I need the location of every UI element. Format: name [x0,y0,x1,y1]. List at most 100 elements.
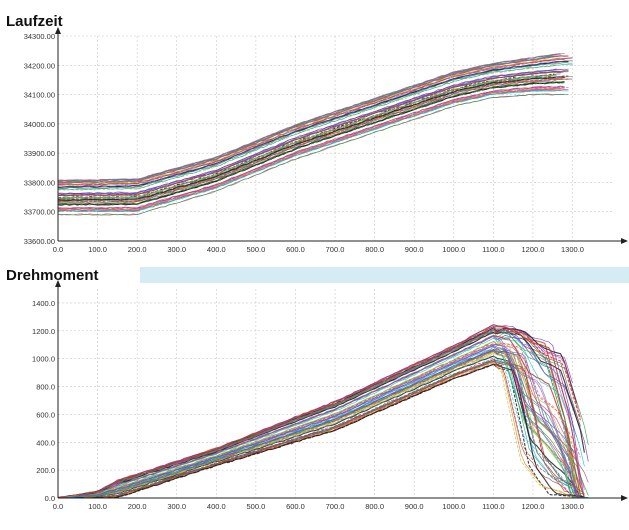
laufzeit-y-tick-label: 34300.00 [24,32,55,41]
drehmoment-y-tick-label: 200.0 [36,466,55,475]
laufzeit-y-tick-label: 34200.00 [24,61,55,70]
laufzeit-x-tick-labels: 0.0 100.0 200.0 300.0 400.0 500.0 600.0 700.0 80… [53,245,584,254]
drehmoment-y-tick-label: 400.0 [36,438,55,447]
drehmoment-trace-line [57,325,585,499]
laufzeit-trace-line [58,57,561,185]
laufzeit-trace-line [57,73,557,199]
drehmoment-x-tick-label: 1200.0 [521,502,544,511]
drehmoment-trace-line [57,337,585,499]
laufzeit-trace-line [58,87,561,211]
laufzeit-x-tick-label: 1100.0 [482,245,504,254]
drehmoment-trace-line [58,349,577,499]
laufzeit-x-tick-label: 900.0 [405,245,424,254]
laufzeit-x-tick-label: 700.0 [326,245,345,254]
drehmoment-x-tick-label: 900.0 [405,502,424,511]
drehmoment-trace-line [57,354,593,499]
laufzeit-trace-line [57,63,573,191]
drehmoment-y-tick-labels: 0.0 200.0 400.0 600.0 800.0 1000.0 1200.0 1400.… [32,299,55,503]
drehmoment-trace-line [58,341,585,499]
drehmoment-x-tick-label: 0.0 [53,502,63,511]
drehmoment-y-tick-label: 1000.0 [32,355,55,364]
laufzeit-trace-line [57,81,557,205]
laufzeit-trace-line [57,55,557,183]
laufzeit-x-tick-label: 0.0 [53,245,63,254]
laufzeit-y-tick-label: 33600.00 [24,237,55,246]
laufzeit-x-tick-label: 1300.0 [561,245,584,254]
laufzeit-chart-title: Laufzeit [6,13,63,30]
laufzeit-trace-line [57,78,557,203]
drehmoment-trace-line [57,363,585,499]
drehmoment-x-axis-arrow-icon [621,495,628,501]
laufzeit-trace-line [57,55,561,184]
drehmoment-y-tick-label: 600.0 [36,410,55,419]
laufzeit-y-tick-label: 33800.00 [24,178,55,187]
laufzeit-x-axis-arrow-icon [621,238,628,244]
laufzeit-axes [55,27,628,244]
drehmoment-trace-line [58,344,589,499]
laufzeit-y-tick-labels: 33600.00 33700.00 33800.00 33900.00 34000.00… [24,32,55,246]
drehmoment-x-tick-label: 200.0 [128,502,147,511]
drehmoment-x-tick-label: 500.0 [246,502,265,511]
laufzeit-trace-line [57,85,565,209]
drehmoment-x-tick-label: 700.0 [326,502,345,511]
drehmoment-chart-title: Drehmoment [6,267,99,284]
laufzeit-x-tick-label: 400.0 [207,245,226,254]
drehmoment-y-tick-label: 1200.0 [32,327,55,336]
drehmoment-y-tick-label: 800.0 [36,383,55,392]
drehmoment-y-axis-arrow-icon [55,280,61,287]
title-band [140,267,629,283]
laufzeit-x-tick-label: 1200.0 [521,245,544,254]
drehmoment-trace-line [58,360,577,499]
drehmoment-trace-line [57,357,581,499]
laufzeit-trace-line [58,68,557,195]
laufzeit-y-tick-label: 34100.00 [24,91,55,100]
laufzeit-y-axis-arrow-icon [55,27,61,34]
drehmoment-trace-line [57,351,577,499]
drehmoment-x-tick-labels: 0.0 100.0 200.0 300.0 400.0 500.0 600.0 700.0 80… [53,502,584,511]
laufzeit-y-tick-label: 33700.00 [24,208,55,217]
drehmoment-trace-line [57,350,589,499]
drehmoment-trace-line [58,358,581,499]
laufzeit-x-tick-label: 1000.0 [442,245,465,254]
drehmoment-x-tick-label: 1000.0 [442,502,465,511]
laufzeit-trace-line [57,90,569,213]
laufzeit-trace-line [57,53,565,182]
drehmoment-trace-line [57,355,589,499]
laufzeit-y-tick-label: 34000.00 [24,120,55,129]
drehmoment-x-tick-label: 1300.0 [561,502,584,511]
laufzeit-x-tick-label: 600.0 [286,245,305,254]
laufzeit-traces [57,53,573,216]
drehmoment-trace-line [57,335,589,499]
drehmoment-x-tick-label: 800.0 [365,502,384,511]
drehmoment-x-tick-label: 300.0 [167,502,186,511]
laufzeit-trace-line [57,76,565,201]
drehmoment-y-tick-label: 1400.0 [32,299,55,308]
laufzeit-trace-line [57,71,565,197]
laufzeit-trace-line [57,93,569,216]
drehmoment-trace-line [58,359,585,499]
laufzeit-x-tick-label: 200.0 [128,245,147,254]
drehmoment-chart: Drehmoment 0.0 100.0 200.0 300.0 400.0 500.0 6… [6,267,628,511]
laufzeit-gridlines [58,35,612,241]
drehmoment-x-tick-label: 1100.0 [482,502,504,511]
drehmoment-x-tick-label: 100.0 [88,502,107,511]
drehmoment-x-tick-label: 400.0 [207,502,226,511]
drehmoment-trace-line [57,346,589,499]
drehmoment-traces [57,323,593,499]
laufzeit-trace-line [57,60,573,188]
drehmoment-trace-line [57,331,585,499]
drehmoment-y-tick-label: 0.0 [45,494,55,503]
laufzeit-x-tick-label: 500.0 [246,245,265,254]
drehmoment-x-tick-label: 600.0 [286,502,305,511]
laufzeit-y-tick-label: 33900.00 [24,149,55,158]
drehmoment-trace-line [57,328,581,499]
laufzeit-trace-line [57,62,573,189]
laufzeit-trace-line [57,75,557,200]
laufzeit-x-tick-label: 800.0 [365,245,384,254]
laufzeit-trace-line [58,57,573,186]
drehmoment-axes [55,280,628,501]
laufzeit-x-tick-label: 100.0 [88,245,107,254]
laufzeit-x-tick-label: 300.0 [167,245,186,254]
